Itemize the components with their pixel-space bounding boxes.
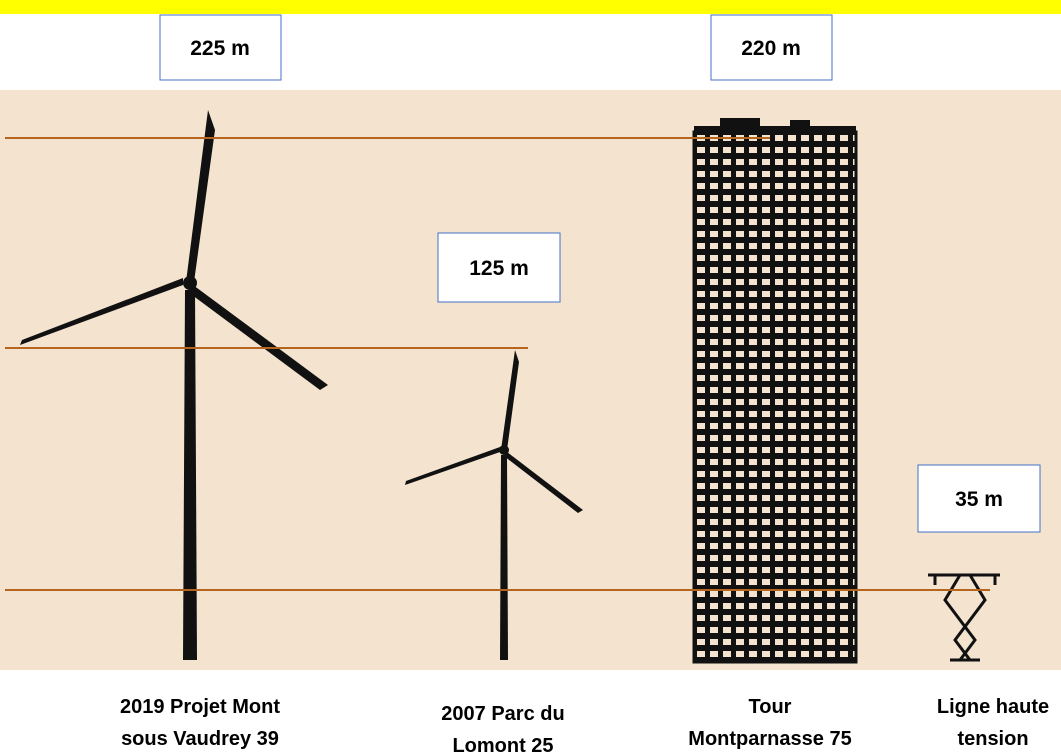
caption-line: Montparnasse 75 xyxy=(688,728,851,750)
height-label: 35 m xyxy=(955,488,1003,511)
height-label: 125 m xyxy=(469,257,529,280)
caption-line: tension xyxy=(957,728,1028,750)
caption-line: sous Vaudrey 39 xyxy=(121,728,279,750)
caption-line: Lomont 25 xyxy=(452,735,553,755)
background xyxy=(0,90,1061,670)
top-band xyxy=(0,0,1061,14)
page: 225 m 220 m 125 m 35 m 2019 Projet Mont … xyxy=(0,0,1061,755)
infographic: 225 m 220 m 125 m 35 m 2019 Projet Mont … xyxy=(0,0,1061,755)
tower xyxy=(694,118,856,662)
caption-line: Ligne haute xyxy=(937,696,1049,718)
height-label: 225 m xyxy=(190,37,250,60)
caption-line: 2019 Projet Mont xyxy=(120,696,280,718)
height-label: 220 m xyxy=(741,37,801,60)
caption-line: 2007 Parc du xyxy=(441,703,564,725)
caption-line: Tour xyxy=(749,696,792,718)
